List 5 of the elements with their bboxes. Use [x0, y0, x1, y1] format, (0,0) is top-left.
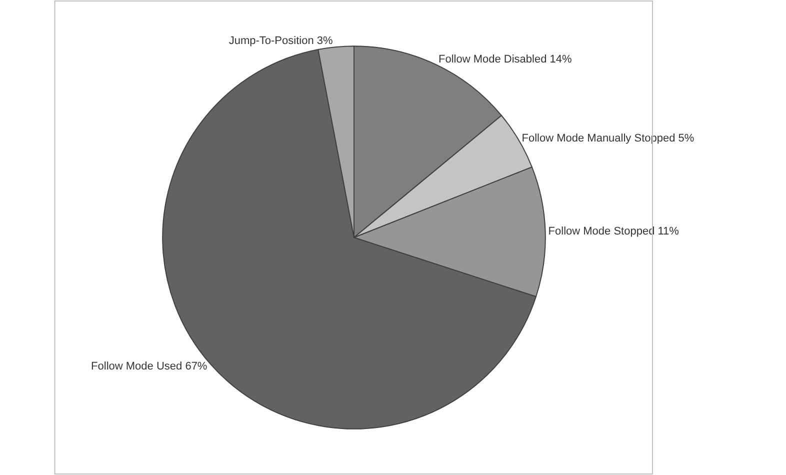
- slice-label: Follow Mode Disabled 14%: [438, 53, 572, 66]
- slice-label: Follow Mode Stopped 11%: [548, 225, 680, 238]
- slice-label: Follow Mode Manually Stopped 5%: [522, 132, 694, 145]
- slice-label: Jump-To-Position 3%: [228, 35, 333, 48]
- slice-label: Follow Mode Used 67%: [91, 360, 208, 373]
